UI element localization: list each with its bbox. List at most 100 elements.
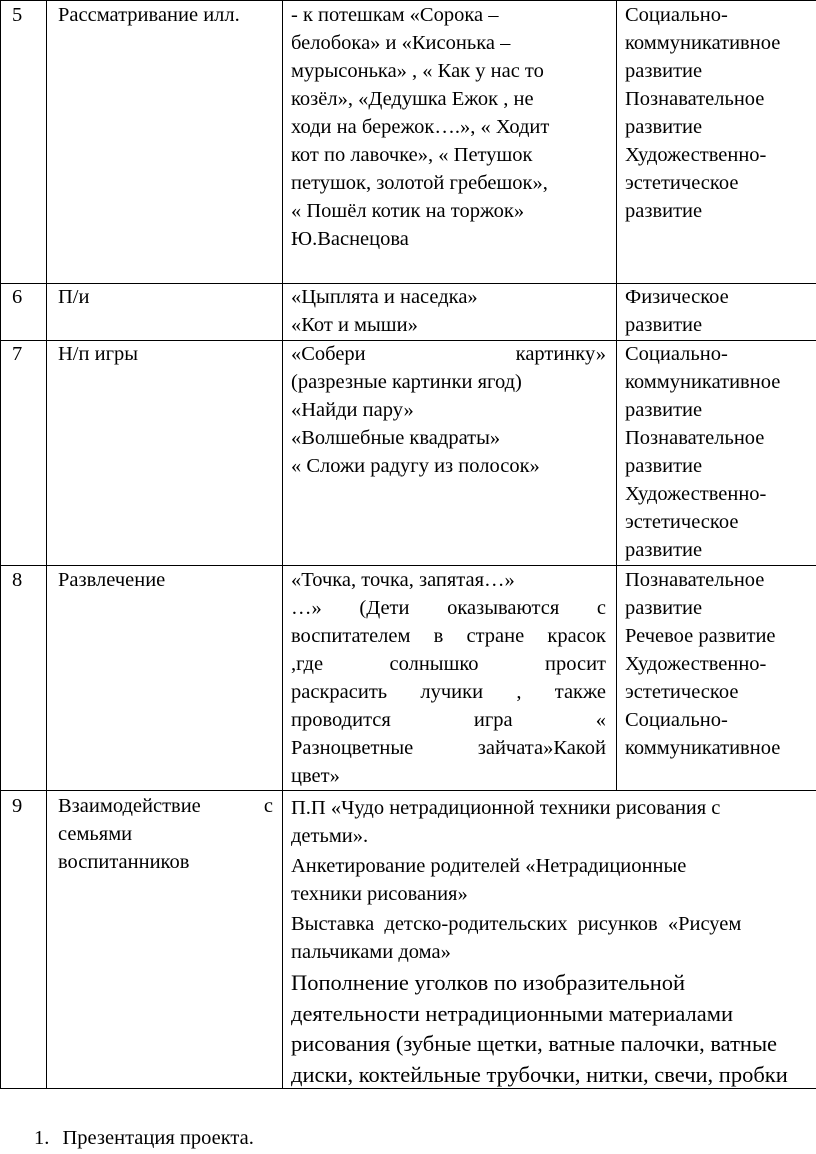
cell-line: …» (Дети оказываются с: [291, 597, 606, 619]
activity-cell: Взаимодействие с семьями воспитанников: [58, 792, 273, 876]
cell-line: деятельности нетрадиционными материалами: [291, 1000, 734, 1026]
cell-line: развитие: [625, 455, 703, 477]
cell-line: Пополнение уголков по изобразительной: [291, 970, 686, 995]
cell-line: эстетическое: [625, 511, 739, 533]
cell-line: мурысонька» , « Как у нас то: [291, 60, 544, 82]
cell-line: Художественно-: [625, 653, 767, 675]
cell-line: Социально-: [625, 343, 728, 365]
areas-cell: Познавательное развитие Речевое развитие…: [625, 566, 780, 762]
cell-line: воспитанников: [58, 851, 190, 873]
cell-line: «Цыплята и наседка»: [291, 286, 478, 308]
cell-line: развитие: [625, 597, 703, 619]
row-border: [0, 565, 816, 566]
cell-line: Речевое развитие: [625, 625, 776, 647]
cell-line: эстетическое: [625, 681, 739, 703]
cell-line: развитие: [625, 399, 703, 421]
cell-line: «Волшебные квадраты»: [291, 427, 501, 449]
cell-line: Познавательное: [625, 427, 765, 449]
row-number: 8: [12, 569, 23, 591]
cell-line: коммуникативное: [625, 32, 781, 54]
cell-line: Выставка детско-родительских рисунков «Р…: [291, 913, 742, 935]
col-border: [616, 0, 617, 790]
cell-line: развитие: [625, 200, 703, 222]
areas-cell: Социально- коммуникативное развитие Позн…: [625, 1, 780, 225]
cell-line: Н/п игры: [58, 343, 138, 365]
cell-line: развитие: [625, 116, 703, 138]
activity-cell: Н/п игры: [58, 340, 138, 368]
cell-line: Социально-: [625, 709, 728, 731]
cell-line: Разноцветные зайчата»Какой: [291, 737, 606, 759]
content-cell: - к потешкам «Сорока – белобока» и «Кисо…: [291, 1, 609, 253]
col-border: [0, 0, 1, 1089]
paragraph: Пополнение уголков по изобразительной де…: [291, 968, 816, 1090]
content-cell: «Цыплята и наседка» «Кот и мыши»: [291, 283, 478, 339]
cell-line: цвет»: [291, 765, 340, 787]
cell-line: эстетическое: [625, 172, 739, 194]
cell-line: Художественно-: [625, 483, 767, 505]
col-border: [46, 0, 47, 1089]
cell-line: рисования (зубные щетки, ватные палочки,…: [291, 1031, 778, 1056]
row-number: 6: [12, 286, 23, 308]
cell-line: Физическое: [625, 286, 729, 308]
activity-cell: Рассматривание илл.: [58, 1, 240, 29]
cell-line: развитие: [625, 539, 703, 561]
row-border: [0, 790, 816, 791]
row-number: 9: [12, 795, 23, 817]
areas-cell: Физическое развитие: [625, 283, 729, 339]
cell-line: Социально-: [625, 4, 728, 26]
row-number: 7: [12, 343, 23, 365]
cell-line: Ю.Васнецова: [291, 228, 409, 250]
content-cell: «Собери картинку» (разрезные картинки яг…: [291, 340, 606, 480]
content-cell: «Точка, точка, запятая…» …» (Дети оказыв…: [291, 566, 606, 790]
cell-line: козёл», «Дедушка Ежок , не: [291, 88, 534, 110]
cell-line: белобока» и «Кисонька –: [291, 32, 511, 54]
paragraph: Анкетирование родителей «Нетрадиционные …: [291, 852, 816, 908]
cell-line: петушок, золотой гребешок»,: [291, 172, 548, 194]
col-border: [282, 0, 283, 1089]
cell-line: кот по лавочке», « Петушок: [291, 144, 533, 166]
row-border: [0, 0, 816, 1]
cell-line: семьями: [58, 823, 133, 845]
cell-line: ,где солнышко просит: [291, 653, 606, 675]
paragraph: Выставка детско-родительских рисунков «Р…: [291, 910, 816, 966]
cell-line: ходи на бережок….», « Ходит: [291, 116, 550, 138]
cell-line: Художественно-: [625, 144, 767, 166]
cell-line: «Найди пару»: [291, 399, 414, 421]
list-text: Презентация проекта.: [62, 1127, 254, 1149]
cell-line: (разрезные картинки ягод): [291, 371, 522, 393]
cell-line: Познавательное: [625, 569, 765, 591]
cell-line: П.П «Чудо нетрадиционной техники рисован…: [291, 797, 721, 819]
cell-line: коммуникативное: [625, 737, 781, 759]
cell-line: Познавательное: [625, 88, 765, 110]
cell-line: развитие: [625, 60, 703, 82]
cell-line: проводится игра «: [291, 709, 606, 731]
row-border: [0, 283, 816, 284]
activity-cell: П/и: [58, 283, 89, 311]
cell-line: «Кот и мыши»: [291, 314, 418, 336]
cell-line: развитие: [625, 314, 703, 336]
cell-line: «Собери картинку»: [291, 343, 606, 365]
cell-line: Развлечение: [58, 569, 166, 591]
areas-cell: Социально- коммуникативное развитие Позн…: [625, 340, 780, 564]
paragraph: П.П «Чудо нетрадиционной техники рисован…: [291, 794, 816, 850]
content-cell: П.П «Чудо нетрадиционной техники рисован…: [291, 794, 816, 1090]
cell-line: «Точка, точка, запятая…»: [291, 569, 515, 591]
cell-line: диски, коктейльные трубочки, нитки, свеч…: [291, 1061, 788, 1087]
activity-cell: Развлечение: [58, 566, 165, 594]
cell-line: детьми».: [291, 825, 369, 847]
cell-line: пальчиками дома»: [291, 941, 451, 963]
cell-line: коммуникативное: [625, 371, 781, 393]
cell-line: техники рисования»: [291, 883, 468, 905]
cell-line: « Сложи радугу из полосок»: [291, 455, 540, 477]
cell-line: « Пошёл котик на торжок»: [291, 200, 525, 222]
cell-line: воспитателем в стране красок: [291, 625, 606, 647]
row-border: [0, 1088, 816, 1089]
row-border: [0, 340, 816, 341]
row-number: 5: [12, 4, 23, 26]
cell-line: Рассматривание илл.: [58, 4, 240, 26]
cell-line: Анкетирование родителей «Нетрадиционные: [291, 855, 687, 877]
cell-line: - к потешкам «Сорока –: [291, 4, 499, 26]
footer-list-item: 1. Презентация проекта.: [34, 1124, 254, 1152]
cell-line: П/и: [58, 286, 90, 308]
list-number: 1.: [34, 1127, 50, 1149]
